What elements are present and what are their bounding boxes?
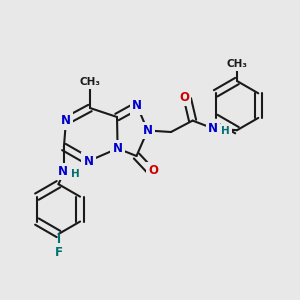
Text: N: N [142, 124, 153, 137]
Text: F: F [55, 245, 62, 259]
Text: O: O [148, 164, 158, 177]
Text: N: N [83, 154, 94, 168]
Text: N: N [132, 99, 142, 112]
Text: N: N [208, 122, 218, 135]
Text: CH₃: CH₃ [226, 58, 248, 69]
Text: N: N [112, 142, 123, 155]
Text: CH₃: CH₃ [80, 77, 100, 87]
Text: N: N [57, 165, 68, 178]
Text: H: H [71, 169, 80, 179]
Text: N: N [61, 114, 71, 128]
Text: O: O [179, 91, 189, 104]
Text: H: H [221, 126, 230, 136]
